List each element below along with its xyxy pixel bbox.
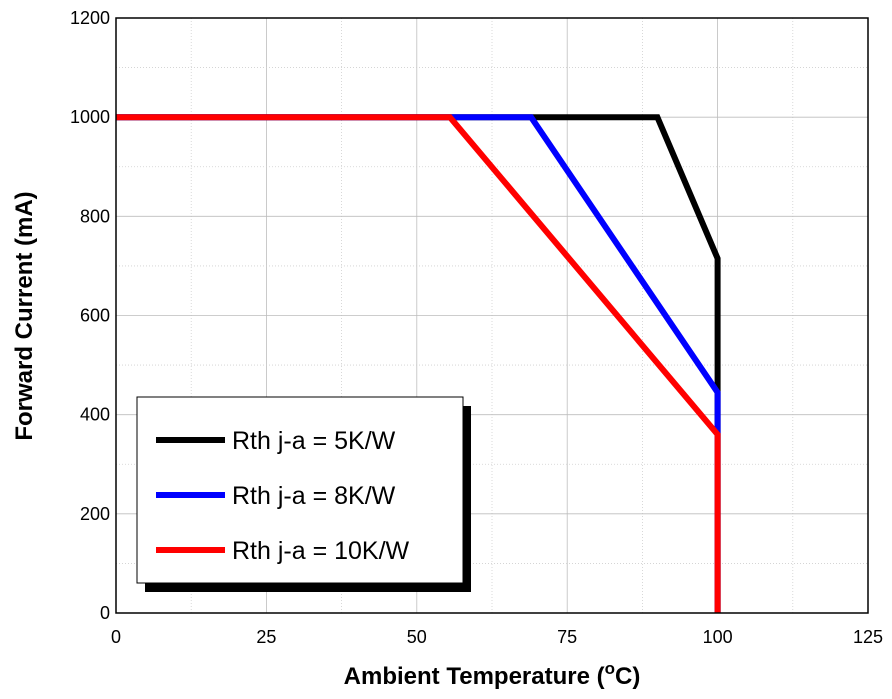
x-tick-label: 75 — [557, 627, 577, 647]
y-tick-label: 1200 — [70, 8, 110, 28]
x-axis-title: Ambient Temperature (oC) — [344, 659, 641, 690]
x-tick-label: 100 — [703, 627, 733, 647]
x-tick-label: 0 — [111, 627, 121, 647]
y-tick-label: 800 — [80, 206, 110, 226]
legend-label: Rth j-a = 5K/W — [232, 427, 396, 455]
tick-labels: 0 25 50 75 100 125 0 200 400 600 800 1000 1200 — [70, 8, 883, 647]
plot-frame — [115, 17, 869, 614]
series-lines — [116, 114, 721, 613]
x-tick-label: 50 — [407, 627, 427, 647]
x-tick-label: 125 — [853, 627, 883, 647]
legend: Rth j-a = 5K/W Rth j-a = 8K/W Rth j-a = 10… — [136, 396, 471, 592]
legend-label: Rth j-a = 10K/W — [232, 537, 410, 565]
y-tick-label: 600 — [80, 306, 110, 326]
y-axis-title: Forward Current (mA) — [11, 191, 38, 440]
y-tick-label: 0 — [100, 603, 110, 623]
legend-label: Rth j-a = 8K/W — [232, 482, 396, 510]
y-tick-label: 1000 — [70, 107, 110, 127]
y-tick-label: 400 — [80, 405, 110, 425]
y-tick-label: 200 — [80, 504, 110, 524]
series-line-3 — [116, 114, 721, 613]
x-tick-label: 25 — [256, 627, 276, 647]
